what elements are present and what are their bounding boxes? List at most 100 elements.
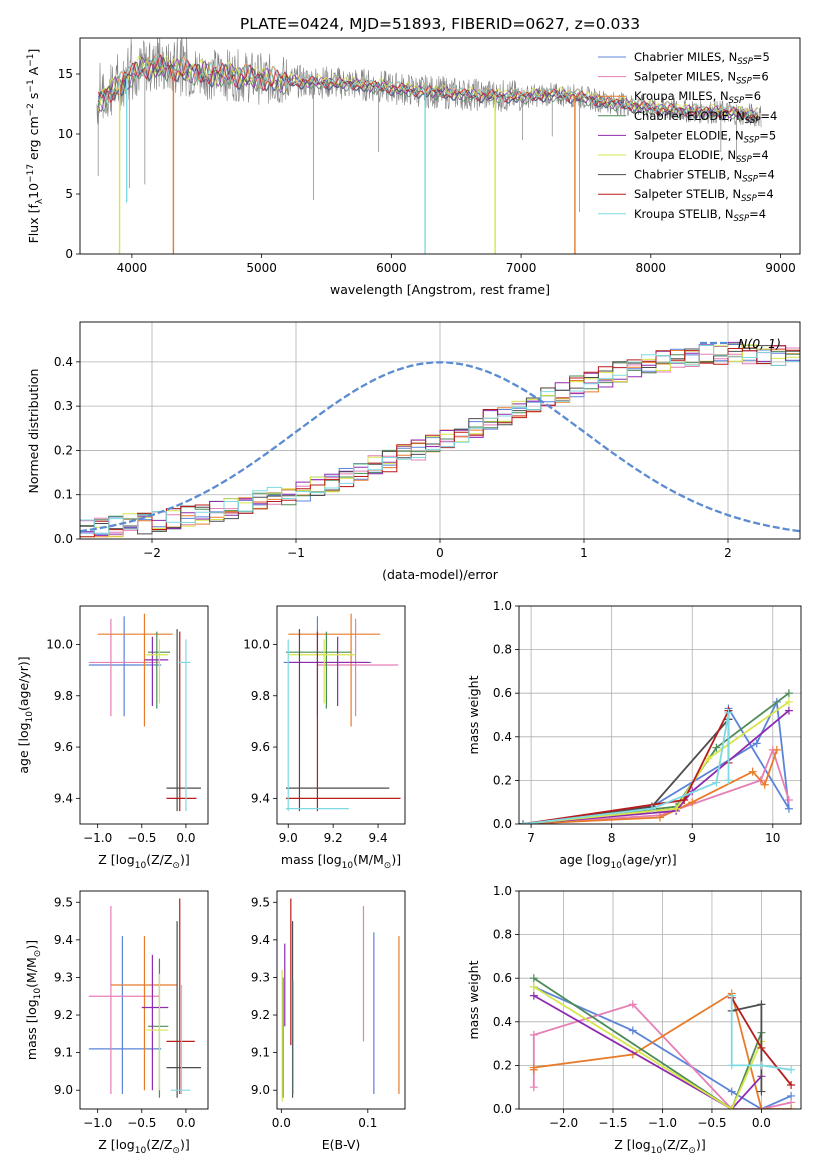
legend-entry: Salpeter STELIB, NSSP=4 (634, 187, 774, 204)
mass-weight-marker (787, 1065, 796, 1074)
legend-entry: Chabrier ELODIE, NSSP=4 (634, 109, 777, 126)
legend: N(0, 1) (700, 336, 781, 351)
mass-weight-marker (647, 804, 656, 813)
mass-weight-marker (757, 1000, 766, 1009)
mass-weight-marker (757, 1061, 766, 1070)
legend-entry: Kroupa ELODIE, NSSP=4 (634, 148, 769, 165)
y-tick-label: 9.1 (54, 1046, 73, 1060)
mass-weight-marker (784, 689, 793, 698)
y-tick-label: 0.4 (493, 1015, 512, 1029)
plots-layer: 4000 5000 6000 7000 8000 9000051015wavelength… (16, 37, 802, 1156)
mass-weight-marker (760, 780, 769, 789)
axes-frame (276, 605, 406, 825)
x-tick-label: 6000 (376, 261, 407, 275)
x-tick-label: −1.0 (648, 1116, 677, 1130)
x-tick-label: 0.0 (176, 1116, 195, 1130)
mass-weight-marker (752, 739, 761, 748)
mass-weight-marker (784, 697, 793, 706)
chart-age_vs_metallicity: −1.0 −0.5 0.0 9.4 9.6 9.8 10.0 Z [log10(Z/Z⊙)] a… (16, 605, 209, 871)
y-tick-label: 9.4 (251, 791, 270, 805)
y-tick-label: 9.2 (54, 1008, 73, 1022)
chart-mass_weight_vs_age: 7 8 9 10 0.0 0.2 0.4 0.6 0.8 1.0 age [log10(age/yr… (466, 599, 802, 871)
y-tick-label: 0.4 (54, 355, 73, 369)
x-axis-label: wavelength [Angstrom, rest frame] (330, 282, 550, 297)
mass-weight-marker (712, 778, 721, 787)
axes-frame (276, 890, 406, 1110)
x-tick-label: −2.0 (549, 1116, 578, 1130)
model-spectrum (97, 57, 759, 123)
mass-weight-marker (787, 1105, 796, 1109)
x-tick-label: 9.4 (369, 831, 388, 845)
residual-histogram-step (80, 345, 800, 535)
plot-area (96, 38, 762, 254)
x-tick-label: 0.0 (752, 1116, 771, 1130)
mass-weight-marker (772, 745, 781, 754)
model-spectrum (97, 56, 759, 123)
y-tick-label: 9.4 (54, 933, 73, 947)
legend-entry: N(0, 1) (738, 336, 781, 351)
mass-weight-line (730, 995, 792, 1071)
mass-weight-line (532, 1003, 792, 1109)
x-tick-label: 8000 (636, 261, 667, 275)
mass-weight-marker (529, 974, 538, 983)
x-axis-label: age [log10(age/yr)] (559, 852, 676, 871)
x-tick-label: 7 (527, 831, 535, 845)
y-tick-label: 9.5 (54, 895, 73, 909)
chart-spectrum: 4000 5000 6000 7000 8000 9000 0 5 10 15 wavelength… (26, 37, 801, 297)
y-tick-label: 9.0 (251, 1083, 270, 1097)
y-tick-label: 0.0 (54, 532, 73, 546)
x-tick-label: 0.0 (272, 1116, 291, 1130)
y-tick-label: 9.6 (54, 740, 73, 754)
y-tick-label: 0.4 (493, 730, 512, 744)
y-tick-label: 0.2 (493, 773, 512, 787)
x-tick-label: −1.0 (83, 1116, 112, 1130)
mass-weight-line (533, 986, 763, 1109)
plot-area (88, 613, 201, 812)
y-tick-label: 9.8 (54, 689, 73, 703)
mass-weight-marker (787, 1081, 796, 1090)
y-tick-label: 0.0 (493, 817, 512, 831)
x-tick-label: −0.5 (127, 1116, 156, 1130)
y-axis-label: Flux [fλ10−17 erg cm−2 s−1 A−1] (26, 49, 45, 244)
mass-weight-marker (727, 1087, 736, 1096)
mass-weight-marker (727, 1105, 736, 1109)
legend-entry: Chabrier MILES, NSSP=5 (634, 50, 770, 67)
legend-entry: Salpeter MILES, NSSP=6 (634, 70, 769, 87)
normal-distribution-curve (80, 361, 800, 533)
x-tick-label: −0.5 (127, 831, 156, 845)
y-tick-label: 0.0 (493, 1102, 512, 1116)
x-tick-label: 9.2 (324, 831, 343, 845)
mass-weight-line (533, 977, 763, 1109)
y-tick-label: 9.2 (251, 1008, 270, 1022)
x-axis-label: Z [log10(Z/Z⊙)] (98, 852, 189, 871)
model-spectrum (98, 52, 759, 119)
y-tick-label: 9.8 (251, 689, 270, 703)
plot-area (283, 613, 401, 812)
y-tick-label: 0.2 (54, 443, 73, 457)
y-axis-label: age [log10(age/yr)] (16, 656, 35, 773)
mass-weight-marker (727, 991, 736, 1000)
y-tick-label: 9.5 (251, 895, 270, 909)
mass-weight-marker (757, 1105, 766, 1109)
y-axis-label: Normed distribution (26, 369, 41, 494)
mass-weight-marker (628, 1026, 637, 1035)
y-tick-label: 9.0 (54, 1083, 73, 1097)
y-tick-label: 0.6 (493, 971, 512, 985)
y-tick-label: 0.1 (54, 488, 73, 502)
mass-weight-marker (529, 1030, 538, 1039)
mass-weight-line (522, 749, 778, 824)
legend-entry: Kroupa MILES, NSSP=6 (634, 89, 761, 106)
y-tick-label: 9.3 (54, 970, 73, 984)
y-tick-label: 0.6 (493, 686, 512, 700)
x-tick-label: 0.0 (176, 831, 195, 845)
x-tick-label: −1 (287, 546, 305, 560)
axes-frame (79, 321, 801, 540)
y-tick-label: 9.1 (251, 1046, 270, 1060)
y-tick-label: 0.8 (493, 928, 512, 942)
mass-weight-line (533, 994, 763, 1109)
y-tick-label: 9.4 (251, 933, 270, 947)
chart-age_vs_mass: 9.0 9.2 9.4 9.4 9.6 9.8 10.0 mass [log10(M/M⊙)] (243, 605, 406, 871)
x-tick-label: −1.5 (598, 1116, 627, 1130)
